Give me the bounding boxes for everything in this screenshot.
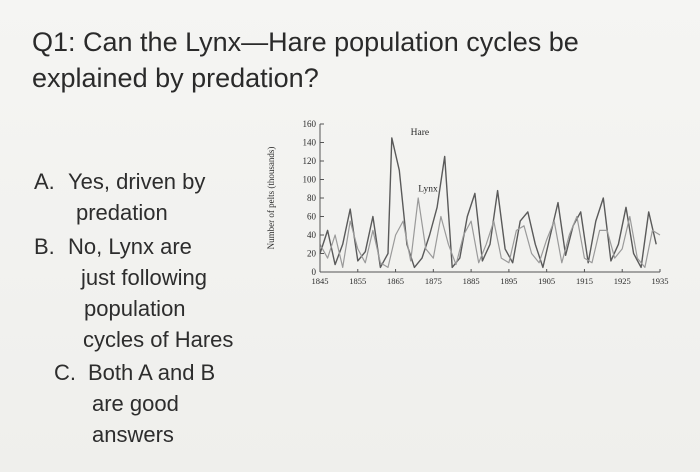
y-tick-label: 40	[307, 230, 317, 240]
series-group	[319, 137, 661, 269]
x-tick-label: 1935	[652, 276, 669, 286]
answer-c: C. Both A and B are good answers	[54, 357, 282, 450]
chart-svg: 0 20 40 60 80 100 120 140 160 1845 1855 1865 1875 188…	[266, 119, 669, 286]
y-tick-label: 60	[307, 212, 317, 222]
y-tick-label: 120	[303, 156, 317, 166]
answer-b-line-3: population	[84, 296, 186, 321]
x-tick-label: 1905	[538, 276, 555, 286]
answer-c-letter: C.	[54, 360, 76, 385]
x-tick-label: 1915	[576, 276, 593, 286]
x-tick-label: 1845	[312, 276, 329, 286]
x-tick-label: 1855	[349, 276, 366, 286]
x-tick-label: 1895	[500, 276, 517, 286]
y-tick-label: 160	[303, 119, 317, 129]
answer-a-line-2: predation	[76, 200, 168, 225]
y-tick-label: 0	[312, 267, 317, 277]
y-tick-label: 20	[307, 249, 317, 259]
question-line-2: explained by predation?	[32, 63, 319, 93]
question-text: Q1: Can the Lynx—Hare population cycles …	[32, 24, 652, 96]
question-line-1: Q1: Can the Lynx—Hare population cycles …	[32, 27, 579, 57]
y-axis-label: Number of pelts (thousands)	[266, 147, 276, 250]
answer-b-line-2: just following	[81, 265, 207, 290]
y-tick-label: 140	[303, 138, 317, 148]
answer-b-line-4: cycles of Hares	[83, 327, 234, 352]
x-tick-label: 1865	[387, 276, 404, 286]
y-tick-label: 100	[303, 175, 317, 185]
answer-a-letter: A.	[34, 169, 55, 194]
text-group: 0 20 40 60 80 100 120 140 160 1845 1855 1865 1875 188…	[266, 119, 669, 286]
y-tick-label: 80	[307, 193, 317, 203]
answer-b: B. No, Lynx are just following populatio…	[34, 231, 282, 355]
answer-b-letter: B.	[34, 234, 55, 259]
lynx-hare-chart: 0 20 40 60 80 100 120 140 160 1845 1855 1865 1875 188…	[250, 110, 690, 300]
answer-list: A. Yes, driven by predation B. No, Lynx …	[34, 166, 282, 450]
answer-a: A. Yes, driven by predation	[34, 166, 282, 228]
x-tick-label: 1925	[614, 276, 631, 286]
answer-c-line-3: answers	[92, 422, 174, 447]
answer-c-line-1: Both A and B	[88, 360, 216, 385]
answer-b-line-1: No, Lynx are	[68, 234, 192, 259]
x-tick-label: 1885	[463, 276, 480, 286]
series-line-lynx	[319, 197, 661, 268]
x-tick-label: 1875	[425, 276, 442, 286]
annotation-hare: Hare	[411, 128, 429, 138]
series-line-hare	[319, 137, 657, 269]
answer-a-line-1: Yes, driven by	[68, 169, 206, 194]
answer-c-line-2: are good	[92, 391, 179, 416]
axes-group	[319, 123, 661, 273]
annotation-lynx: Lynx	[418, 185, 438, 195]
